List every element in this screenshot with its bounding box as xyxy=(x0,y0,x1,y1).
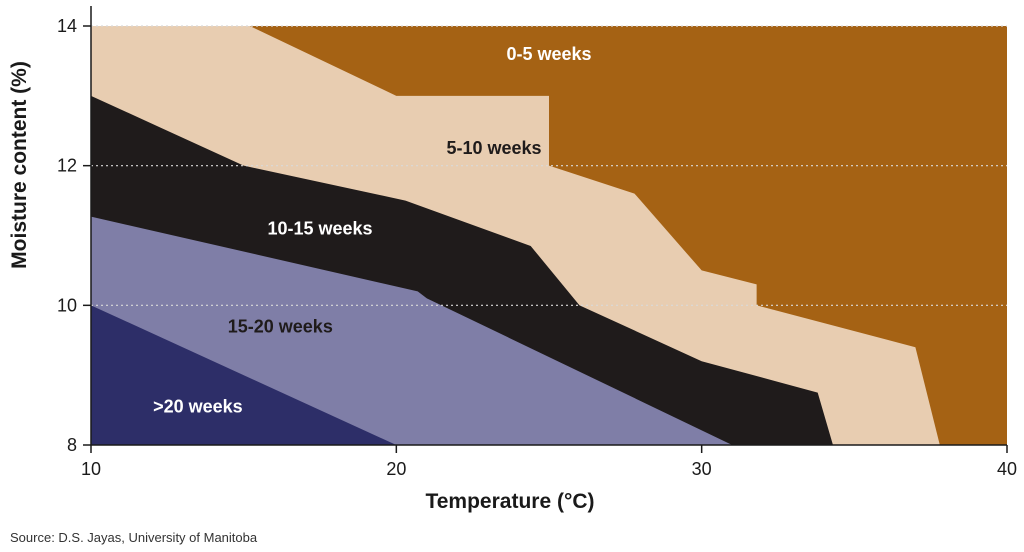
y-tick-label-12: 12 xyxy=(57,156,77,176)
zone-label-5-10-weeks: 5-10 weeks xyxy=(447,138,542,158)
y-tick-label-8: 8 xyxy=(67,435,77,455)
x-tick-label-30: 30 xyxy=(692,459,712,479)
x-tick-label-10: 10 xyxy=(81,459,101,479)
y-tick-label-10: 10 xyxy=(57,295,77,315)
zone-label-10-15-weeks: 10-15 weeks xyxy=(267,219,372,239)
x-tick-label-40: 40 xyxy=(997,459,1017,479)
zone-20-weeks xyxy=(91,305,397,445)
source-note: Source: D.S. Jayas, University of Manito… xyxy=(10,530,258,545)
zone-layer xyxy=(91,26,1007,445)
y-axis-title: Moisture content (%) xyxy=(8,61,31,269)
zone-label-20-weeks: >20 weeks xyxy=(153,397,243,417)
y-tick-label-14: 14 xyxy=(57,16,77,36)
x-tick-label-20: 20 xyxy=(386,459,406,479)
x-axis-title: Temperature (°C) xyxy=(425,490,594,513)
zone-label-0-5-weeks: 0-5 weeks xyxy=(506,44,591,64)
zone-label-15-20-weeks: 15-20 weeks xyxy=(228,316,333,336)
zone-label-layer: 0-5 weeks 5-10 weeks 10-15 weeks 15-20 week… xyxy=(153,44,591,417)
